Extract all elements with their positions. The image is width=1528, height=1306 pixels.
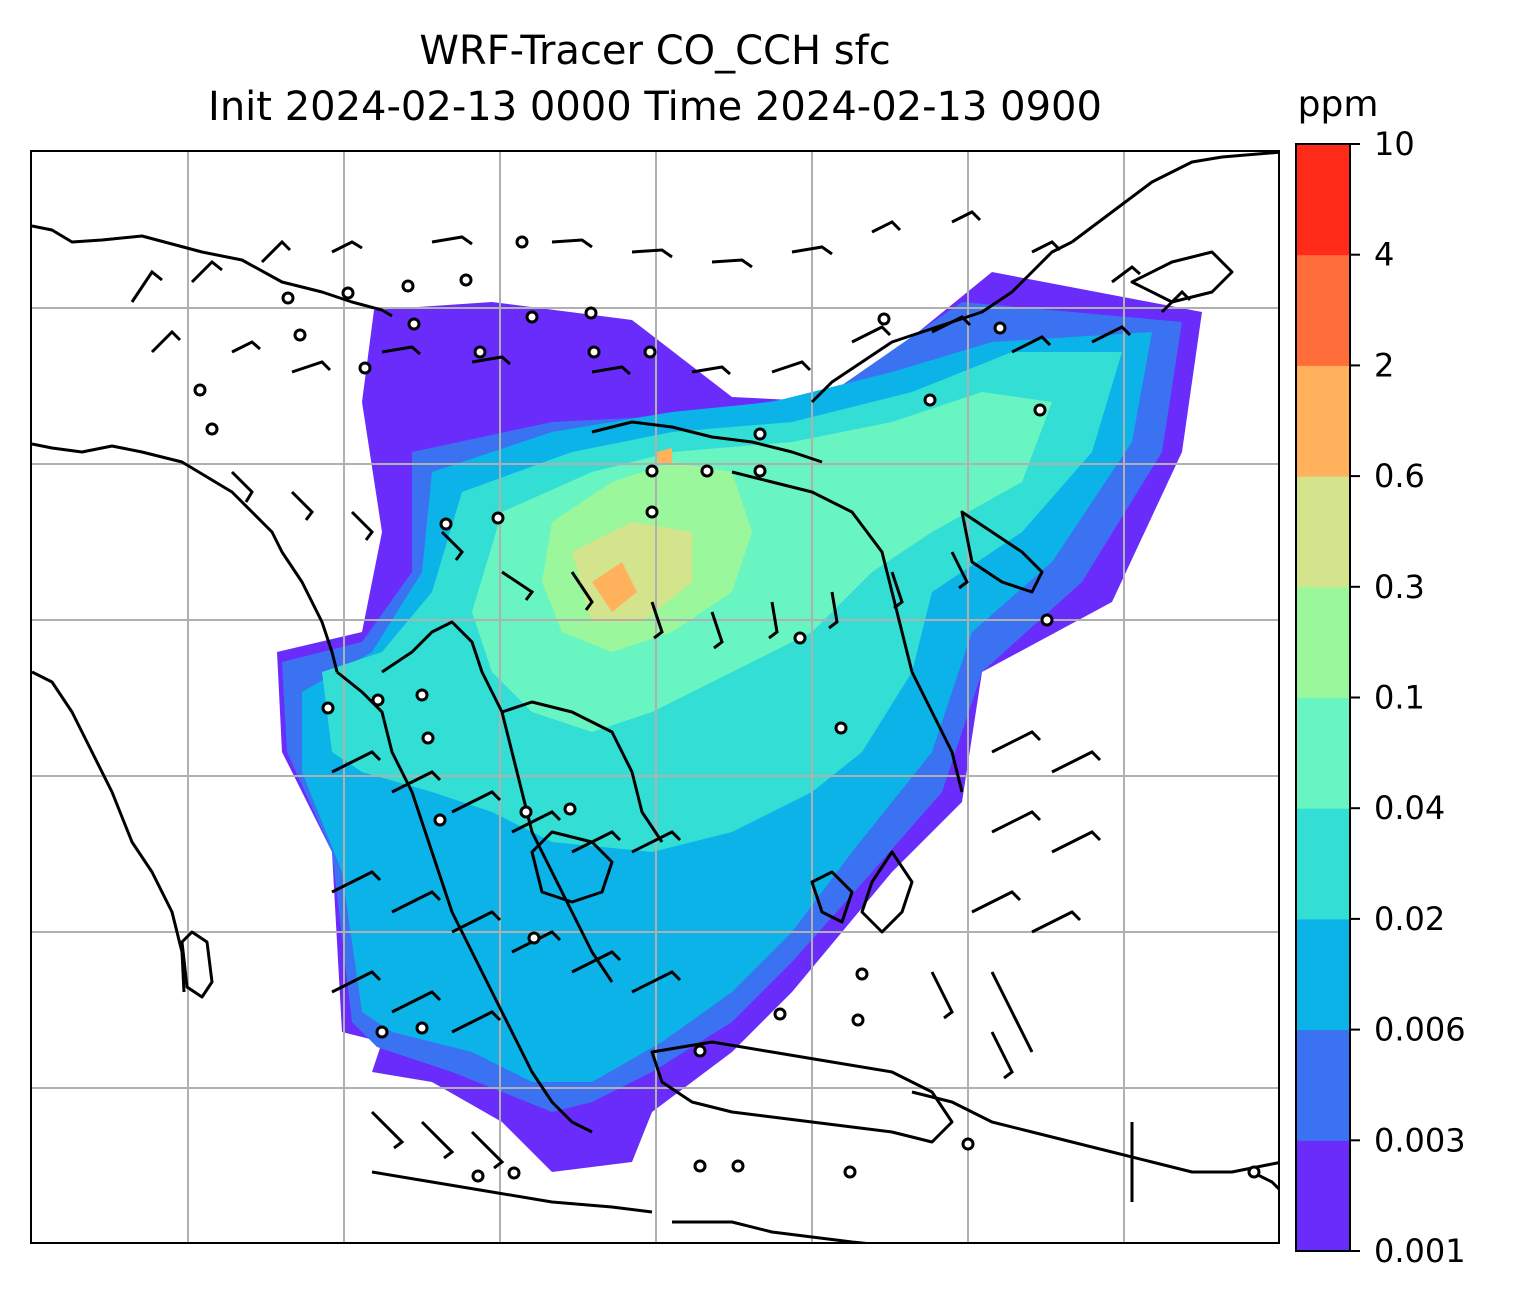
colorbar-segment bbox=[1296, 144, 1350, 256]
colorbar-tick-label: 0.6 bbox=[1374, 457, 1425, 495]
colorbar-tick-label: 4 bbox=[1374, 236, 1394, 274]
wind-barbs bbox=[130, 210, 1192, 1170]
colorbar-tick-label: 0.006 bbox=[1374, 1011, 1466, 1049]
colorbar-tick-label: 0.02 bbox=[1374, 900, 1445, 938]
colorbar-tick-label: 0.003 bbox=[1374, 1121, 1466, 1159]
colorbar: ppm 0.001 0.003 0.006 0.02 0.04 0.1 0.3 0.6 2 4 10 bbox=[1295, 84, 1466, 1270]
colorbar-segments bbox=[1296, 144, 1350, 1252]
colorbar-tick-label: 2 bbox=[1374, 346, 1394, 384]
colorbar-segment bbox=[1296, 1140, 1350, 1252]
colorbar-segment bbox=[1296, 254, 1350, 366]
colorbar-segment bbox=[1296, 586, 1350, 698]
colorbar-segment bbox=[1296, 365, 1350, 477]
colorbar-segment bbox=[1296, 808, 1350, 920]
map-title-line2: Init 2024-02-13 0000 Time 2024-02-13 090… bbox=[208, 84, 1102, 130]
plume-level-8b bbox=[657, 448, 672, 464]
colorbar-segment bbox=[1296, 918, 1350, 1031]
colorbar-segment bbox=[1296, 697, 1350, 809]
map-canvas bbox=[32, 152, 1278, 1242]
map-title-line1: WRF-Tracer CO_CCH sfc bbox=[419, 28, 891, 74]
colorbar-unit-label: ppm bbox=[1298, 84, 1379, 125]
colorbar-segment bbox=[1296, 1029, 1350, 1141]
colorbar-segment bbox=[1296, 476, 1350, 588]
colorbar-tick-label: 0.1 bbox=[1374, 679, 1425, 717]
calm-wind-markers bbox=[193, 235, 1261, 1183]
map-panel bbox=[30, 150, 1280, 1244]
colorbar-tick-label: 10 bbox=[1374, 125, 1415, 163]
colorbar-tick-label: 0.04 bbox=[1374, 789, 1445, 827]
map-gridlines bbox=[32, 152, 1278, 1242]
colorbar-frame bbox=[1295, 143, 1351, 1252]
colorbar-ticks: 0.001 0.003 0.006 0.02 0.04 0.1 0.3 0.6 2 4 10 bbox=[1350, 125, 1466, 1270]
plume-level-8 bbox=[592, 562, 637, 612]
co-concentration-field bbox=[277, 272, 1202, 1172]
colorbar-tick-label: 0.3 bbox=[1374, 568, 1425, 606]
colorbar-tick-label: 0.001 bbox=[1374, 1232, 1466, 1270]
